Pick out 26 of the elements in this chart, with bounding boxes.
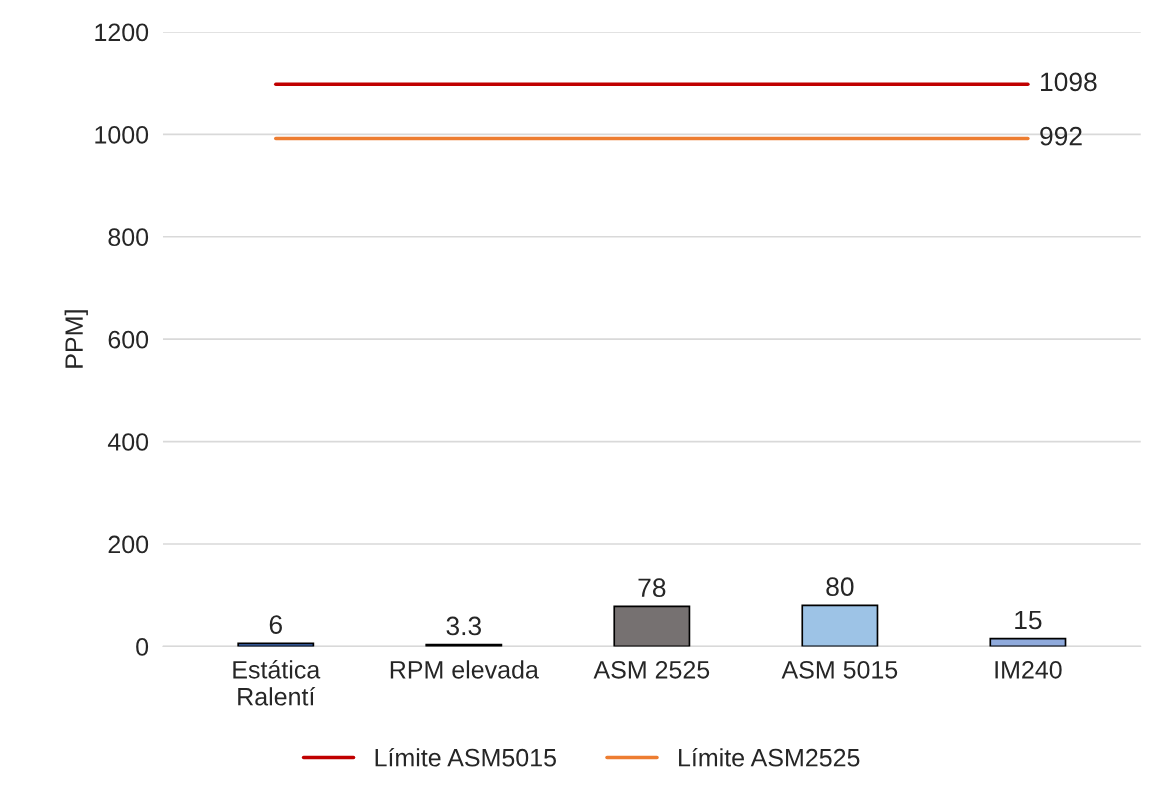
x-tick-label: ASM 5015 bbox=[781, 660, 898, 679]
legend-label: Límite ASM5015 bbox=[375, 747, 556, 767]
y-axis-title: PPM] bbox=[64, 310, 88, 368]
data-label: 1098 bbox=[1041, 72, 1097, 92]
x-tick-label: IM240 bbox=[995, 660, 1062, 679]
y-tick-label: 800 bbox=[108, 228, 149, 247]
x-tick-label: ASM 2525 bbox=[593, 660, 710, 679]
y-tick-label: 1000 bbox=[95, 125, 149, 144]
y-tick-label: 400 bbox=[107, 433, 149, 451]
bar bbox=[989, 637, 1067, 647]
x-tick-label: Estática Ralentí bbox=[233, 659, 321, 706]
legend-label: Límite ASM2525 bbox=[679, 747, 860, 767]
data-label: 80 bbox=[826, 577, 854, 597]
y-tick-label: 0 bbox=[136, 637, 149, 656]
y-tick-label: 600 bbox=[108, 330, 149, 349]
data-label: 3.3 bbox=[446, 616, 481, 636]
data-label: 6 bbox=[269, 615, 282, 634]
bar bbox=[613, 605, 691, 647]
bar bbox=[237, 642, 315, 647]
x-tick-label: RPM elevada bbox=[390, 660, 539, 679]
bar bbox=[801, 604, 879, 647]
data-label: 992 bbox=[1040, 126, 1082, 146]
data-label: 15 bbox=[1015, 610, 1042, 630]
y-tick-label: 1200 bbox=[95, 23, 149, 42]
data-label: 78 bbox=[638, 578, 666, 598]
y-tick-label: 200 bbox=[108, 535, 149, 554]
